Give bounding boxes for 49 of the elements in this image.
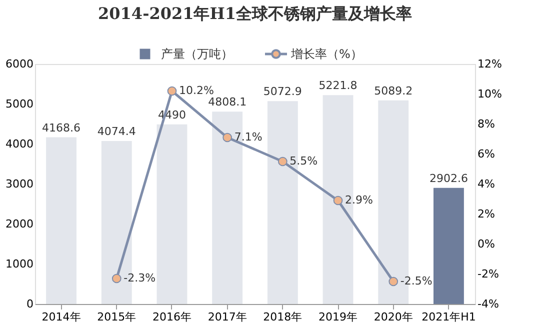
x-tick-label: 2020年 (374, 310, 413, 324)
x-tick-label: 2016年 (152, 310, 192, 324)
y-tick-label: 5000 (6, 98, 34, 110)
data-label: 2902.6 (429, 172, 468, 185)
y-tick-label: 1000 (6, 258, 34, 270)
data-label: 5221.8 (318, 79, 358, 92)
x-tick-label: 2014年 (42, 310, 81, 324)
bar (433, 188, 464, 304)
point (112, 274, 122, 284)
data-label: -2.5% (400, 274, 432, 288)
point (222, 132, 232, 142)
y-tick-label: 0 (26, 298, 34, 310)
data-label: 4808.1 (208, 96, 247, 109)
point (278, 156, 288, 166)
y2-tick-label: 2% (478, 208, 495, 220)
y-tick-label: 2000 (6, 218, 34, 230)
bar (156, 124, 188, 304)
y2-tick-label: 4% (478, 178, 495, 190)
bar (46, 137, 77, 304)
data-label: 2.9% (345, 194, 373, 206)
x-tick-label: 2015年 (97, 310, 136, 324)
point (333, 196, 343, 206)
y2-tick-label: -4% (478, 298, 499, 310)
y2-tick-label: 0% (478, 238, 495, 250)
x-tick-label: 2021年H1 (422, 310, 476, 324)
point (167, 86, 177, 96)
y-tick-label: 4000 (6, 138, 34, 150)
y2-tick-label: -2% (478, 268, 499, 280)
legend-label: 产量（万吨） (161, 47, 233, 61)
legend-label: 增长率（%） (290, 47, 362, 61)
data-label: 5072.9 (263, 85, 302, 98)
data-label: 7.1% (234, 130, 262, 144)
y-tick-label: 6000 (6, 58, 34, 70)
data-label: 5089.2 (374, 84, 413, 98)
data-label: -2.3% (124, 272, 156, 284)
point (388, 276, 398, 286)
y-tick-label: 3000 (6, 178, 34, 190)
y2-tick-label: 12% (478, 58, 502, 70)
y2-tick-label: 6% (478, 148, 495, 160)
chart-title: 2014-2021年H1全球不锈钢产量及增长率 (98, 4, 412, 24)
data-label: 4074.4 (97, 125, 136, 138)
y2-tick-label: 8% (478, 118, 495, 130)
x-tick-label: 2019年 (318, 310, 358, 324)
x-tick-label: 2017年 (208, 310, 247, 324)
data-label: 5.5% (290, 154, 318, 168)
y2-tick-label: 10% (478, 88, 502, 100)
x-tick-label: 2018年 (263, 310, 302, 324)
data-label: 4168.6 (42, 121, 81, 134)
data-label: 10.2% (178, 84, 214, 97)
